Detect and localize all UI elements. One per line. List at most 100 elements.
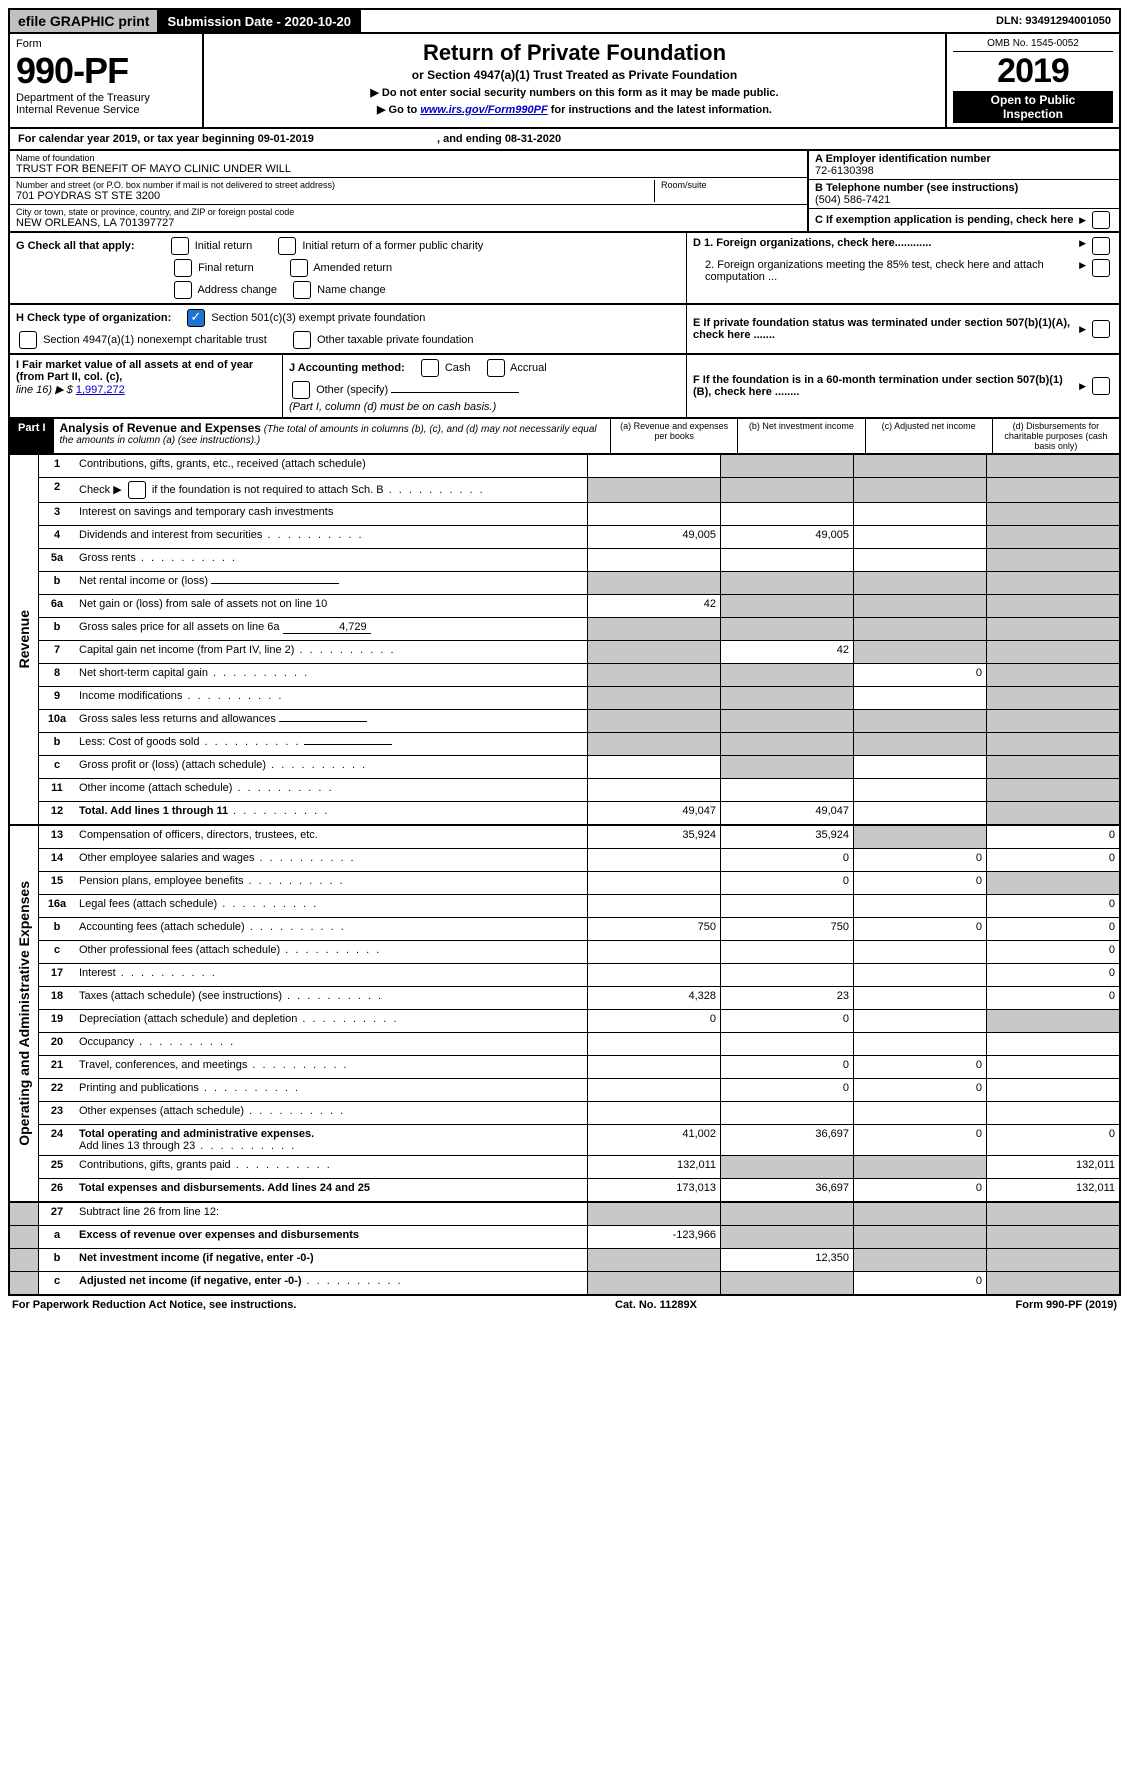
c-pending-checkbox[interactable] bbox=[1092, 211, 1110, 229]
h-other-checkbox[interactable] bbox=[293, 331, 311, 349]
g-initial-return: Initial return bbox=[195, 240, 252, 252]
line-26-a: 173,013 bbox=[587, 1179, 720, 1201]
inst-goto-pre: ▶ Go to bbox=[377, 104, 420, 116]
g-label: G Check all that apply: bbox=[16, 240, 135, 252]
expenses-side-label: Operating and Administrative Expenses bbox=[10, 826, 39, 1201]
i-fmv-cell: I Fair market value of all assets at end… bbox=[10, 355, 283, 417]
line-2-checkbox[interactable] bbox=[128, 481, 146, 499]
g-initial-return-checkbox[interactable] bbox=[171, 237, 189, 255]
i-fmv-value[interactable]: 1,997,272 bbox=[76, 384, 125, 396]
line-13-a: 35,924 bbox=[587, 826, 720, 848]
form-header: Form 990-PF Department of the Treasury I… bbox=[8, 34, 1121, 129]
line-16b-c: 0 bbox=[853, 918, 986, 940]
revenue-side-label: Revenue bbox=[10, 455, 39, 824]
part1-desc: Analysis of Revenue and Expenses (The to… bbox=[54, 419, 610, 453]
line-10a-field[interactable] bbox=[279, 721, 367, 722]
form-number: 990-PF bbox=[16, 50, 196, 92]
line-6b-desc: Gross sales price for all assets on line… bbox=[75, 618, 587, 640]
line-22-c: 0 bbox=[853, 1079, 986, 1101]
d2-checkbox[interactable] bbox=[1092, 259, 1110, 277]
line-8-c: 0 bbox=[853, 664, 986, 686]
line-4-desc: Dividends and interest from securities bbox=[75, 526, 587, 548]
entity-right: A Employer identification number 72-6130… bbox=[807, 151, 1119, 231]
expenses-section: Operating and Administrative Expenses 13… bbox=[8, 826, 1121, 1203]
part1-header-left: Part I Analysis of Revenue and Expenses … bbox=[10, 419, 610, 453]
j-cash-checkbox[interactable] bbox=[421, 359, 439, 377]
line-13-b: 35,924 bbox=[720, 826, 853, 848]
j-other-checkbox[interactable] bbox=[292, 381, 310, 399]
line-18-b: 23 bbox=[720, 987, 853, 1009]
footer-left: For Paperwork Reduction Act Notice, see … bbox=[12, 1299, 296, 1311]
line-6b-field: 4,729 bbox=[283, 621, 371, 634]
g-address-change-checkbox[interactable] bbox=[174, 281, 192, 299]
dln: DLN: 93491294001050 bbox=[988, 10, 1119, 32]
line-15-b: 0 bbox=[720, 872, 853, 894]
line-13-d: 0 bbox=[986, 826, 1119, 848]
line-22-desc: Printing and publications bbox=[75, 1079, 587, 1101]
line-16b-d: 0 bbox=[986, 918, 1119, 940]
line-18-a: 4,328 bbox=[587, 987, 720, 1009]
d1-label: D 1. Foreign organizations, check here..… bbox=[693, 237, 1079, 255]
section-h-e: H Check type of organization: Section 50… bbox=[8, 305, 1121, 355]
city-label: City or town, state or province, country… bbox=[16, 207, 801, 217]
line-13-desc: Compensation of officers, directors, tru… bbox=[75, 826, 587, 848]
g-name-change: Name change bbox=[317, 284, 386, 296]
line-24-c: 0 bbox=[853, 1125, 986, 1155]
h-501c3-checkbox[interactable] bbox=[187, 309, 205, 327]
j-note: (Part I, column (d) must be on cash basi… bbox=[289, 401, 680, 413]
line-12-a: 49,047 bbox=[587, 802, 720, 824]
foundation-name-cell: Name of foundation TRUST FOR BENEFIT OF … bbox=[10, 151, 807, 178]
f-checkbox[interactable] bbox=[1092, 377, 1110, 395]
line-16b-b: 750 bbox=[720, 918, 853, 940]
open-public-badge: Open to Public Inspection bbox=[953, 91, 1113, 123]
j-other-field[interactable] bbox=[391, 392, 519, 393]
g-amended-checkbox[interactable] bbox=[290, 259, 308, 277]
g-final-return-checkbox[interactable] bbox=[174, 259, 192, 277]
line-27a-a: -123,966 bbox=[587, 1226, 720, 1248]
line-12-desc: Total. Add lines 1 through 11 bbox=[75, 802, 587, 824]
line-15-c: 0 bbox=[853, 872, 986, 894]
h-4947: Section 4947(a)(1) nonexempt charitable … bbox=[43, 334, 267, 346]
j-accrual-checkbox[interactable] bbox=[487, 359, 505, 377]
g-name-change-checkbox[interactable] bbox=[293, 281, 311, 299]
h-4947-checkbox[interactable] bbox=[19, 331, 37, 349]
j-accounting-cell: J Accounting method: Cash Accrual Other … bbox=[283, 355, 686, 417]
line-5a-desc: Gross rents bbox=[75, 549, 587, 571]
line-4-b: 49,005 bbox=[720, 526, 853, 548]
line-19-a: 0 bbox=[587, 1010, 720, 1032]
line-26-d: 132,011 bbox=[986, 1179, 1119, 1201]
line-14-d: 0 bbox=[986, 849, 1119, 871]
g-initial-former-checkbox[interactable] bbox=[278, 237, 296, 255]
line-5b-field[interactable] bbox=[211, 583, 339, 584]
line-27a-desc: Excess of revenue over expenses and disb… bbox=[75, 1226, 587, 1248]
col-a-header: (a) Revenue and expenses per books bbox=[610, 419, 737, 453]
page-footer: For Paperwork Reduction Act Notice, see … bbox=[8, 1296, 1121, 1314]
ein-value: 72-6130398 bbox=[815, 165, 1113, 177]
line-5b-desc: Net rental income or (loss) bbox=[75, 572, 587, 594]
line-24-a: 41,002 bbox=[587, 1125, 720, 1155]
line-27-section: 27Subtract line 26 from line 12: aExcess… bbox=[8, 1203, 1121, 1296]
line-14-b: 0 bbox=[720, 849, 853, 871]
f-label: F If the foundation is in a 60-month ter… bbox=[693, 374, 1079, 398]
col-b-header: (b) Net investment income bbox=[737, 419, 864, 453]
revenue-label-text: Revenue bbox=[16, 610, 32, 668]
g-check-apply: G Check all that apply: Initial return I… bbox=[10, 233, 686, 303]
line-8-desc: Net short-term capital gain bbox=[75, 664, 587, 686]
section-i-j-f: I Fair market value of all assets at end… bbox=[8, 355, 1121, 419]
arrow-icon bbox=[1079, 237, 1089, 255]
irs-link[interactable]: www.irs.gov/Form990PF bbox=[420, 104, 547, 116]
efile-print-button[interactable]: efile GRAPHIC print bbox=[10, 10, 159, 32]
g-initial-former: Initial return of a former public charit… bbox=[302, 240, 483, 252]
room-label: Room/suite bbox=[661, 180, 801, 190]
j-label: J Accounting method: bbox=[289, 362, 405, 374]
calendar-year-row: For calendar year 2019, or tax year begi… bbox=[8, 129, 1121, 151]
line-10b-field[interactable] bbox=[304, 744, 392, 745]
d1-checkbox[interactable] bbox=[1092, 237, 1110, 255]
h-other-taxable: Other taxable private foundation bbox=[317, 334, 474, 346]
inst-no-ssn: ▶ Do not enter social security numbers o… bbox=[212, 86, 937, 99]
i-label: I Fair market value of all assets at end… bbox=[16, 359, 253, 383]
cal-year-begin: For calendar year 2019, or tax year begi… bbox=[18, 133, 314, 145]
c-pending-label: C If exemption application is pending, c… bbox=[815, 214, 1079, 226]
line-6a-a: 42 bbox=[587, 595, 720, 617]
e-checkbox[interactable] bbox=[1092, 320, 1110, 338]
